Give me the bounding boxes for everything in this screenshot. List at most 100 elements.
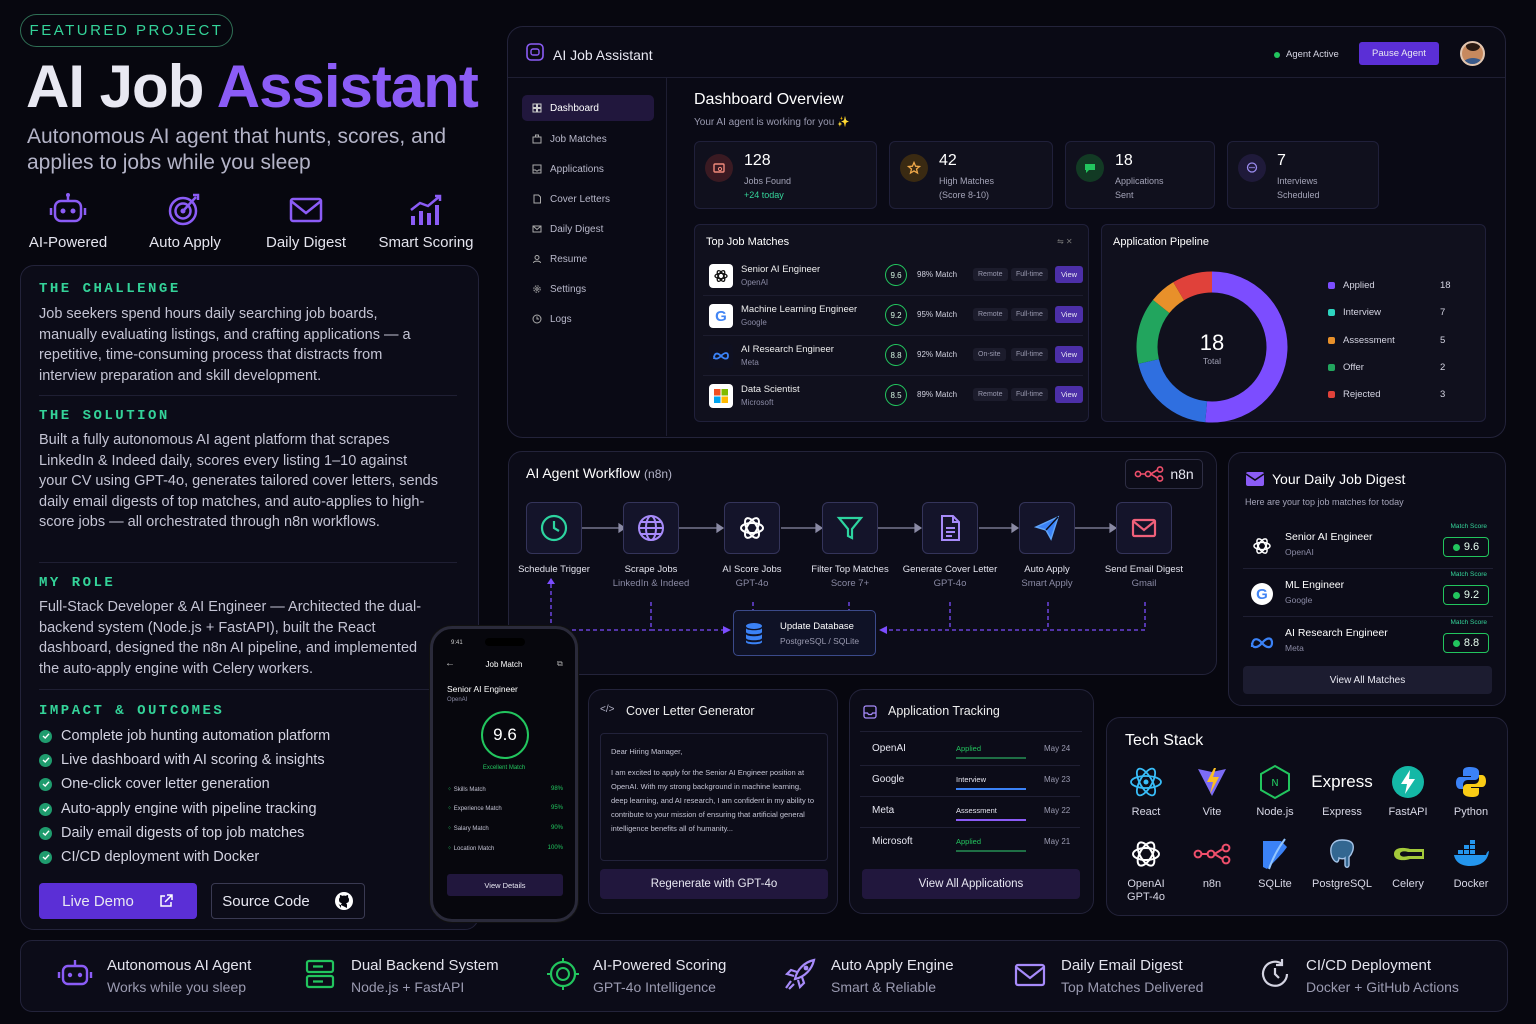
app-logo-icon (526, 43, 544, 61)
vite-icon (1198, 768, 1226, 796)
live-demo-button[interactable]: Live Demo (39, 883, 197, 919)
back-arrow-icon[interactable]: ← (445, 658, 455, 669)
node-label: Auto Apply Smart Apply (1021, 564, 1073, 589)
digest-item[interactable]: G ML Engineer Google Match Score 9.2 (1243, 571, 1493, 617)
tech-stack-panel: Tech Stack React Vite N Node.js Express Ex… (1106, 717, 1508, 916)
digest-item[interactable]: AI Research Engineer Meta Match Score 8.… (1243, 619, 1493, 665)
status-dot-icon (1274, 51, 1280, 58)
stat-label: Applications Sent (1115, 176, 1164, 200)
digest-company: Google (1285, 595, 1313, 605)
react-icon (1130, 767, 1162, 797)
avatar[interactable] (1460, 41, 1485, 66)
job-row[interactable]: G Machine Learning Engineer Google 9.2 9… (703, 296, 1083, 336)
sqlite-icon (1263, 838, 1287, 870)
tech-fastapi: FastAPI (1372, 762, 1444, 818)
check-icon (39, 753, 52, 767)
node-email-digest[interactable] (1116, 502, 1172, 554)
node-filter[interactable] (822, 502, 878, 554)
phone-title: Job Match (485, 660, 523, 669)
role-text: Full-Stack Developer & AI Engineer — Arc… (39, 599, 422, 677)
project-story-panel: THE CHALLENGE Job seekers spend hours da… (20, 265, 479, 930)
job-row[interactable]: AI Research Engineer Meta 8.8 92% Match … (703, 336, 1083, 376)
nav-cover-letters[interactable]: Cover Letters (522, 186, 654, 212)
nav-daily-digest[interactable]: Daily Digest (522, 216, 654, 242)
job-title: Data Scientist (741, 384, 800, 395)
nav-job-matches[interactable]: Job Matches (522, 126, 654, 152)
phone-score-ring: 9.6 (481, 711, 529, 759)
postgresql-icon (1330, 839, 1354, 868)
score-label: Match Score (1450, 619, 1488, 626)
robot-icon (57, 960, 93, 986)
node-auto-apply[interactable] (1019, 502, 1075, 554)
workflow-panel: AI Agent Workflow (n8n) n8n Sched (508, 451, 1217, 675)
gear-icon (533, 285, 541, 293)
mail-icon (1131, 518, 1157, 538)
pipeline-total-label: Total (1203, 356, 1221, 366)
donut-slice-rejected (1173, 271, 1213, 301)
pipeline-donut-chart (1136, 271, 1288, 423)
stat-card-interviews: 7 Interviews Scheduled (1227, 141, 1379, 209)
node-cover-letter[interactable] (922, 502, 978, 554)
phone-score-label: Excellent Match (482, 765, 526, 771)
match-pct: 92% Match (917, 350, 958, 359)
legend-value: 2 (1440, 362, 1446, 373)
nav-settings[interactable]: Settings (522, 276, 654, 302)
node-scrape-jobs[interactable] (623, 502, 679, 554)
cover-letter-text[interactable]: Dear Hiring Manager, I am excited to app… (600, 733, 828, 861)
job-row[interactable]: Senior AI Engineer OpenAI 9.6 98% Match … (703, 256, 1083, 296)
tracking-row[interactable]: Google Interview May 23 (860, 766, 1080, 797)
daily-digest-panel: Your Daily Job Digest Here are your top … (1228, 452, 1506, 706)
stat-value: 42 (939, 152, 957, 169)
tracking-row[interactable]: Meta Assessment May 22 (860, 797, 1080, 828)
job-title: Senior AI Engineer (741, 264, 821, 275)
job-row[interactable]: Data Scientist Microsoft 8.5 89% Match R… (703, 376, 1083, 416)
nav-applications[interactable]: Applications (522, 156, 654, 182)
node-update-database[interactable]: Update Database PostgreSQL / SQLite (733, 610, 876, 656)
view-button[interactable]: View (1055, 266, 1083, 283)
grid-icon (532, 103, 542, 113)
digest-item[interactable]: Senior AI Engineer OpenAI Match Score 9.… (1243, 523, 1493, 569)
node-ai-score[interactable] (724, 502, 780, 554)
tag-pill: Full-time (1011, 268, 1048, 281)
regenerate-button[interactable]: Regenerate with GPT-4o (600, 869, 828, 899)
pause-agent-button[interactable]: Pause Agent (1359, 42, 1439, 65)
card-title: Application Pipeline (1113, 236, 1210, 248)
view-all-applications-button[interactable]: View All Applications (862, 869, 1080, 899)
node-schedule-trigger[interactable] (526, 502, 582, 554)
application-tracking-panel: Application Tracking OpenAI Applied May 24… (849, 689, 1094, 914)
tracking-row[interactable]: OpenAI Applied May 24 (860, 735, 1080, 766)
share-icon[interactable]: ⧉ (557, 659, 563, 668)
nav-dashboard[interactable]: Dashboard (522, 95, 654, 121)
view-button[interactable]: View (1055, 346, 1083, 363)
nav-logs[interactable]: Logs (522, 306, 654, 332)
view-details-button[interactable]: View Details (447, 874, 563, 896)
nav-label: Dashboard (550, 102, 599, 114)
tracking-row[interactable]: Microsoft Applied May 21 (860, 828, 1080, 859)
filter-icon[interactable]: ⇋ ✕ (1057, 237, 1073, 246)
user-icon (533, 255, 541, 264)
job-company: Google (741, 318, 767, 327)
view-all-matches-button[interactable]: View All Matches (1243, 666, 1492, 694)
server-icon (305, 959, 335, 989)
job-title: AI Research Engineer (741, 344, 834, 355)
legend-swatch (1328, 309, 1335, 316)
document-icon (941, 515, 960, 541)
phone-bar: ⁘ Location Match 100% (447, 845, 563, 852)
view-button[interactable]: View (1055, 386, 1083, 403)
legend-applied: Applied 18 (1328, 280, 1468, 291)
view-button[interactable]: View (1055, 306, 1083, 323)
mail-icon (1014, 963, 1046, 987)
external-link-icon (160, 894, 173, 907)
dot-icon (1452, 591, 1460, 599)
nodejs-icon: N (1260, 764, 1290, 800)
google-logo-icon: G (709, 304, 733, 328)
source-code-button[interactable]: Source Code (211, 883, 365, 919)
dashboard-window: AI Job Assistant Agent Active Pause Agen… (507, 26, 1506, 438)
robot-icon (49, 193, 87, 223)
tag-pill: Remote (973, 388, 1008, 401)
impact-item: Auto-apply engine with pipeline tracking (39, 801, 317, 817)
workflow-connectors (547, 522, 1146, 634)
pipeline-card: Application Pipeline 18 Total Applied 18 … (1101, 224, 1486, 423)
challenge-heading: THE CHALLENGE (39, 281, 181, 297)
nav-resume[interactable]: Resume (522, 246, 654, 272)
